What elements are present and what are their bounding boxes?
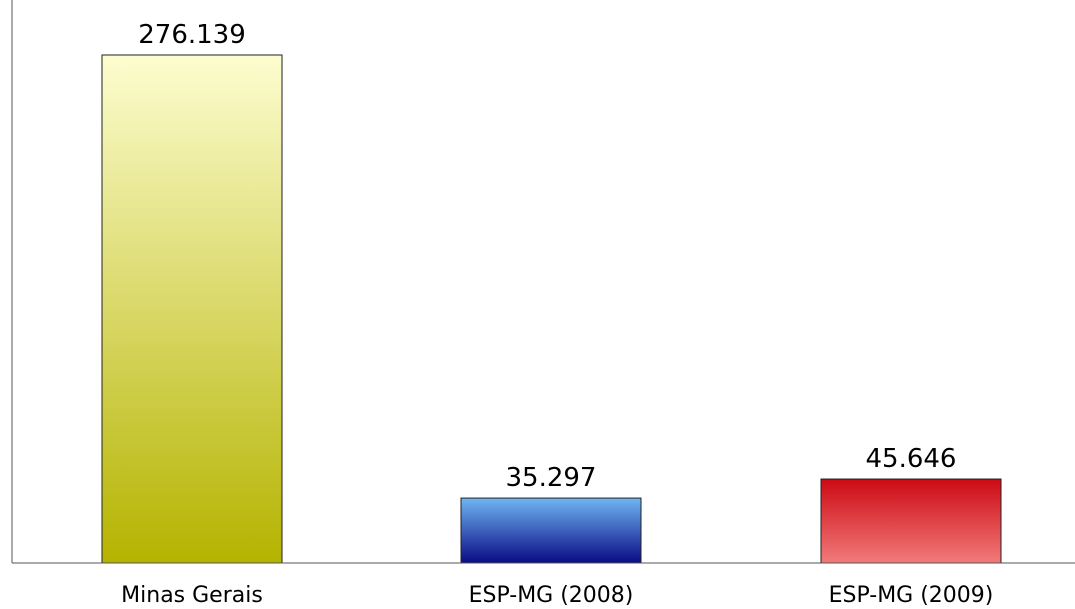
bar-2-value-label: 35.297 [506,463,597,493]
x-tick-label-1: Minas Gerais [121,583,263,608]
bars-layer [101,54,1002,564]
labels-layer: 276.139 Minas Gerais 35.297 ESP-MG (2008) 45… [121,20,993,608]
x-tick-label-2: ESP-MG (2008) [469,583,634,608]
x-tick-label-3: ESP-MG (2009) [829,583,994,608]
bar-3 [820,478,1002,564]
bar-1 [101,54,283,564]
bar-1-value-label: 276.139 [138,20,246,50]
bar-3-value-label: 45.646 [866,444,957,474]
bar-2 [460,497,642,564]
